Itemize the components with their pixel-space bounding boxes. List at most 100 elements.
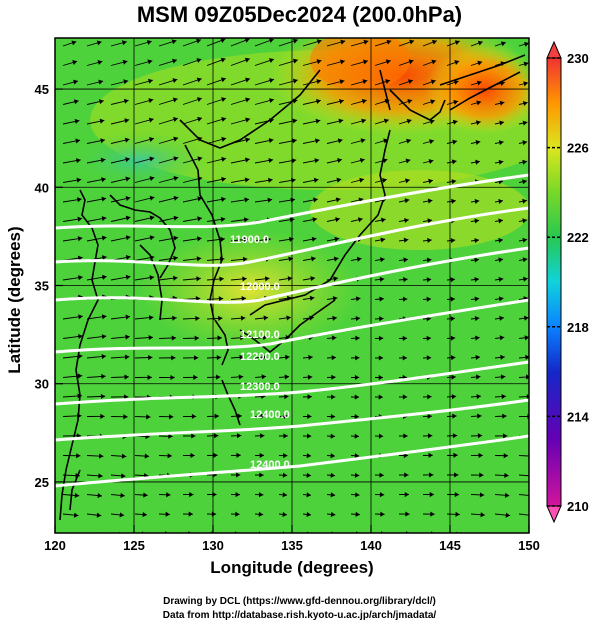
wind-arrow-head	[146, 414, 151, 420]
wind-arrow-head	[101, 196, 107, 202]
wind-arrow-head	[523, 81, 529, 87]
wind-arrow-head	[268, 177, 273, 183]
wind-arrow-head	[522, 198, 527, 204]
colorbar-tick-label: 230	[567, 51, 589, 66]
wind-arrow-head	[77, 216, 83, 222]
wind-arrow-head	[475, 120, 481, 126]
wind-arrow-head	[355, 355, 360, 361]
wind-arrow-head	[220, 57, 226, 63]
wind-arrow-head	[378, 355, 384, 361]
wind-arrow-head	[241, 296, 247, 302]
wind-arrow-head	[242, 256, 248, 262]
wind-arrow-head	[147, 374, 152, 380]
wind-arrow-head	[500, 374, 506, 380]
wind-arrow-head	[355, 296, 361, 302]
wind-arrow-head	[428, 158, 434, 164]
wind-arrow-head	[242, 276, 247, 282]
wind-arrow-head	[74, 118, 80, 124]
wind-arrow-head	[214, 413, 219, 419]
wind-arrow-head	[474, 315, 480, 322]
wind-arrow-head	[197, 116, 203, 122]
wind-arrow-head	[101, 255, 107, 261]
wind-arrow-head	[429, 139, 434, 145]
wind-arrow-head	[522, 140, 528, 146]
wind-arrow-head	[147, 59, 153, 65]
wind-arrow-head	[313, 197, 318, 203]
wind-arrow-head	[307, 374, 313, 380]
wind-arrow-head	[474, 276, 479, 283]
wind-arrow-head	[258, 511, 264, 517]
wind-arrow-head	[315, 138, 320, 144]
wind-arrow-head	[450, 316, 456, 322]
wind-arrow-head	[306, 511, 312, 517]
wind-arrow-head	[531, 533, 536, 538]
wind-arrow-head	[379, 296, 384, 302]
wind-arrow-head	[171, 355, 176, 361]
wind-arrow-head	[476, 80, 482, 86]
wind-arrow-head	[452, 119, 458, 125]
wind-arrow-head	[378, 394, 384, 400]
wind-arrow-head	[98, 473, 103, 479]
wind-arrow-head	[428, 178, 433, 184]
wind-arrow-head	[173, 255, 178, 261]
wind-arrow-head	[378, 374, 384, 381]
wind-arrow-head	[125, 176, 131, 182]
wind-arrow-head	[124, 118, 130, 124]
wind-arrow-head	[96, 512, 102, 518]
wind-arrow-head	[405, 158, 411, 164]
wind-arrow-head	[191, 433, 196, 439]
wind-arrow-head	[125, 196, 131, 202]
wind-arrow-head	[523, 276, 528, 282]
wind-arrow-head	[125, 334, 130, 340]
wind-arrow-head	[531, 513, 536, 518]
wind-arrow-head	[217, 335, 222, 341]
wind-arrow-head	[499, 335, 505, 341]
wind-arrow-head	[76, 177, 82, 183]
wind-arrow-head	[336, 177, 342, 183]
wind-arrow-head	[357, 217, 363, 223]
wind-arrow-head	[288, 256, 293, 262]
wind-arrow-head	[312, 217, 318, 223]
wind-arrow-shaft	[87, 534, 101, 536]
wind-arrow-head	[218, 315, 223, 321]
wind-arrow-head	[379, 492, 385, 498]
wind-arrow-head	[427, 394, 432, 400]
wind-arrow-head	[404, 198, 410, 204]
wind-arrow-head	[148, 78, 153, 84]
wind-arrow-head	[313, 177, 319, 183]
wind-arrow-head	[195, 315, 200, 321]
wind-arrow-head	[213, 433, 219, 439]
wind-arrow-head	[286, 315, 291, 321]
wind-arrow-head	[340, 59, 345, 65]
wind-arrow-head	[101, 353, 107, 360]
wind-arrow-head	[216, 354, 222, 361]
wind-arrow-head	[99, 99, 104, 105]
wind-arrow-head	[74, 492, 80, 498]
wind-arrow-head	[123, 394, 129, 400]
wind-arrow-head	[429, 472, 434, 478]
wind-arrow-head	[120, 492, 125, 498]
wind-arrow-head	[522, 100, 528, 106]
wind-arrow-head	[330, 433, 336, 439]
wind-arrow-head	[333, 276, 338, 282]
wind-arrow-head	[427, 218, 433, 224]
wind-arrow-head	[239, 354, 244, 360]
wind-arrow-shaft	[63, 534, 78, 536]
wind-arrow-head	[149, 156, 155, 162]
wind-arrow-head	[476, 393, 481, 400]
height-contour-line	[55, 206, 529, 267]
wind-arrow-head	[97, 492, 103, 499]
wind-arrow-head	[124, 354, 130, 360]
wind-arrow-head	[404, 472, 409, 478]
wind-arrow-head	[221, 136, 227, 142]
wind-arrow-head	[75, 138, 81, 144]
wind-arrow-head	[149, 235, 155, 241]
wind-arrow-head	[149, 195, 155, 201]
wind-arrow-head	[78, 314, 83, 320]
colorbar-tick-label: 226	[567, 141, 589, 156]
wind-arrow-head	[101, 314, 107, 320]
wind-arrow-shaft	[518, 513, 529, 516]
wind-arrow-head	[78, 333, 83, 340]
wind-arrow-head	[196, 97, 202, 103]
